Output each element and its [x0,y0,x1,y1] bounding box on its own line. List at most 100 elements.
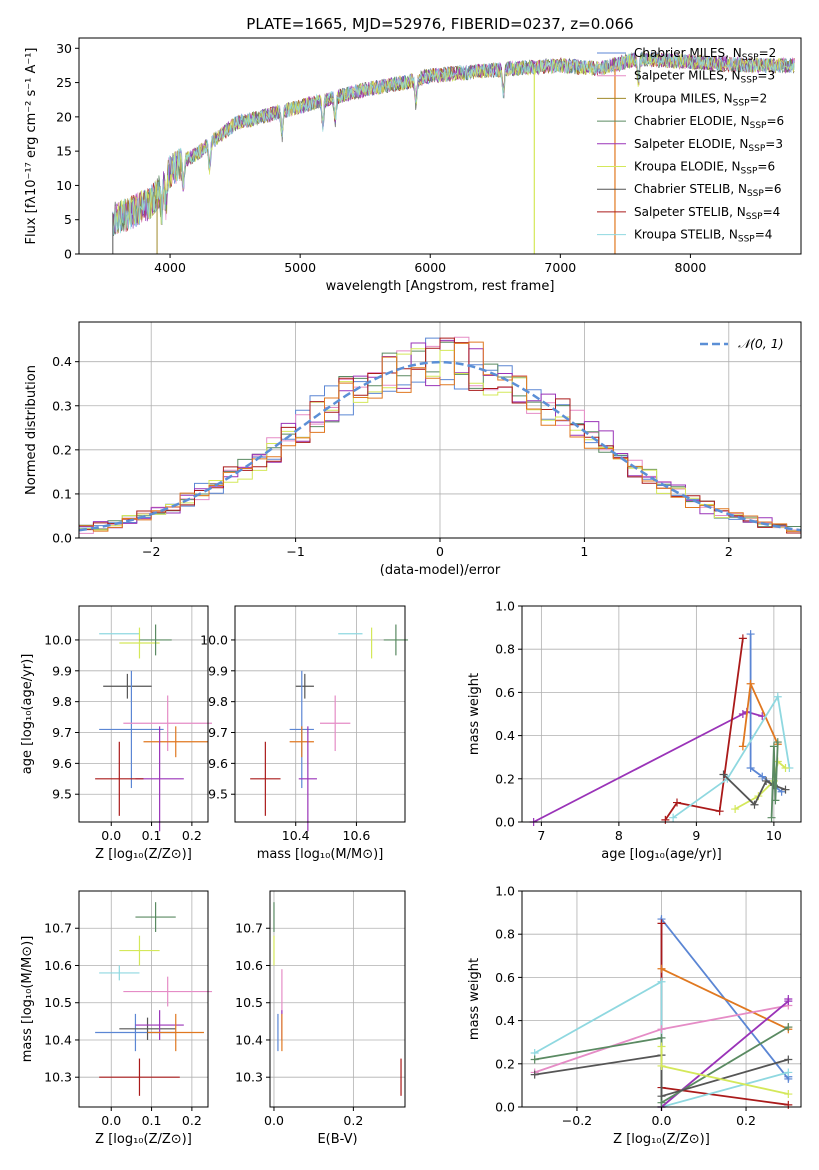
x-axis-label: E(B-V) [317,1132,357,1147]
x-tick-label: 4000 [154,260,186,275]
x-tick-label: 9 [692,828,700,843]
y-tick-label: 9.5 [52,787,72,802]
x-tick-label: 10.4 [282,828,310,843]
weight-marker [769,742,778,751]
weight-marker [771,796,780,805]
weight-marker [530,1070,539,1079]
weight-series [664,638,744,821]
weight-marker [530,1055,539,1064]
legend-label: Salpeter STELIB, NSSP=4 [634,205,780,222]
y-tick-label: 0.2 [495,771,515,786]
y-tick-label: 9.6 [52,756,72,771]
y-tick-label: 9.7 [52,725,72,740]
y-axis-label: Flux [fλ10⁻¹⁷ erg cm⁻² s⁻¹ A⁻¹] [24,48,39,245]
y-tick-label: 0.2 [495,1056,515,1071]
y-tick-label: 9.6 [208,756,228,771]
weight-marker [784,1068,793,1077]
x-tick-label: 1 [580,544,588,559]
mass-weight-vs-age-panel: 7 8 9 10 0.0 0.2 0.4 0.6 0.8 1.0 age [log₁₀(age/yr… [467,599,802,862]
y-tick-label: 9.9 [52,663,72,678]
y-tick-label: 9.8 [208,694,228,709]
axes-frame [78,37,802,255]
x-tick-label: 0.1 [142,828,162,843]
y-tick-label: 0.6 [495,685,515,700]
x-tick-label: −0.2 [562,1113,592,1128]
x-tick-label: 0.0 [652,1113,672,1128]
y-tick-label: 10.0 [44,632,72,647]
weight-marker [657,1025,666,1034]
x-axis-label: Z [log₁₀(Z/Z⊙)] [613,1132,710,1147]
x-tick-label: 0.2 [182,1113,202,1128]
weight-marker [669,813,678,822]
y-tick-label: 10.4 [44,1032,72,1047]
y-tick-label: 10.3 [235,1070,263,1085]
mass-vs-metallicity-panel: 0.0 0.1 0.2 10.3 10.4 10.5 10.6 10.7 Z [log₁₀(Z/… [20,890,213,1147]
x-tick-label: 0.2 [343,1113,363,1128]
y-tick-label: 10.7 [44,921,72,936]
weight-marker [762,776,771,785]
y-axis-label: age [log₁₀(age/yr)] [20,654,35,775]
legend-label: Kroupa STELIB, NSSP=4 [634,228,772,245]
y-tick-label: 0.4 [495,728,515,743]
axes-frame [521,605,802,823]
y-tick-label: 10.0 [200,632,228,647]
age-vs-mass-panel: 10.4 10.6 9.5 9.6 9.7 9.8 9.9 10.0 mass [log₁₀(M… [200,605,409,862]
x-tick-label: 6000 [414,260,446,275]
legend-label: Kroupa ELODIE, NSSP=6 [634,160,775,177]
legend-label: Salpeter ELODIE, NSSP=3 [634,137,783,154]
y-tick-label: 10 [56,178,72,193]
x-tick-label: 8 [615,828,623,843]
weight-marker [746,630,755,639]
y-tick-label: 10.5 [235,995,263,1010]
legend-label: Chabrier STELIB, NSSP=6 [634,182,782,199]
legend-label: Chabrier MILES, NSSP=2 [634,46,776,63]
weight-marker [746,679,755,688]
x-axis-label: (data-model)/error [380,563,501,578]
axes-frame [234,605,406,823]
weight-marker [784,1023,793,1032]
normal-curve [78,360,802,532]
weight-marker [715,807,724,816]
y-tick-label: 0.0 [52,531,72,546]
y-tick-label: 0.3 [52,398,72,413]
weight-marker [758,772,767,781]
x-tick-label: 0.0 [101,1113,121,1128]
x-axis-label: mass [log₁₀(M/M⊙)] [257,847,384,862]
weight-marker [738,634,747,643]
x-tick-label: 0.2 [736,1113,756,1128]
x-tick-label: 0.0 [101,828,121,843]
x-tick-label: 7000 [544,260,576,275]
spectrum-panel: Chabrier MILES, NSSP=2 Salpeter MILES, NS… [24,37,802,294]
weight-marker [731,805,740,814]
weight-marker [784,1100,793,1109]
x-tick-label: 7 [537,828,545,843]
weight-marker [661,815,670,824]
weight-marker [657,1042,666,1051]
axes-frame [78,890,209,1108]
y-tick-label: 0.4 [495,1013,515,1028]
y-tick-label: 1.0 [495,599,515,614]
weight-marker [784,1090,793,1099]
y-tick-label: 30 [56,41,72,56]
y-tick-label: 10.4 [235,1032,263,1047]
weight-marker [773,738,782,747]
y-tick-label: 1.0 [495,884,515,899]
y-tick-label: 10.5 [44,995,72,1010]
y-tick-label: 10.6 [235,958,263,973]
x-axis-label: Z [log₁₀(Z/Z⊙)] [95,1132,192,1147]
weight-marker [773,692,782,701]
x-tick-label: 0.2 [182,828,202,843]
x-axis-label: age [log₁₀(age/yr)] [601,847,722,862]
weight-series [534,1054,789,1098]
x-tick-label: −2 [142,544,160,559]
weight-marker [746,764,755,772]
y-tick-label: 25 [56,75,72,90]
spectrum-line-krou-stelib [112,52,795,235]
y-tick-label: 9.5 [208,787,228,802]
y-tick-label: 0.4 [52,354,72,369]
weight-marker [657,977,666,986]
weight-marker [784,995,793,1003]
figure-title: PLATE=1665, MJD=52976, FIBERID=0237, z=0… [246,15,633,33]
weight-marker [781,785,790,794]
x-tick-label: 8000 [675,260,707,275]
